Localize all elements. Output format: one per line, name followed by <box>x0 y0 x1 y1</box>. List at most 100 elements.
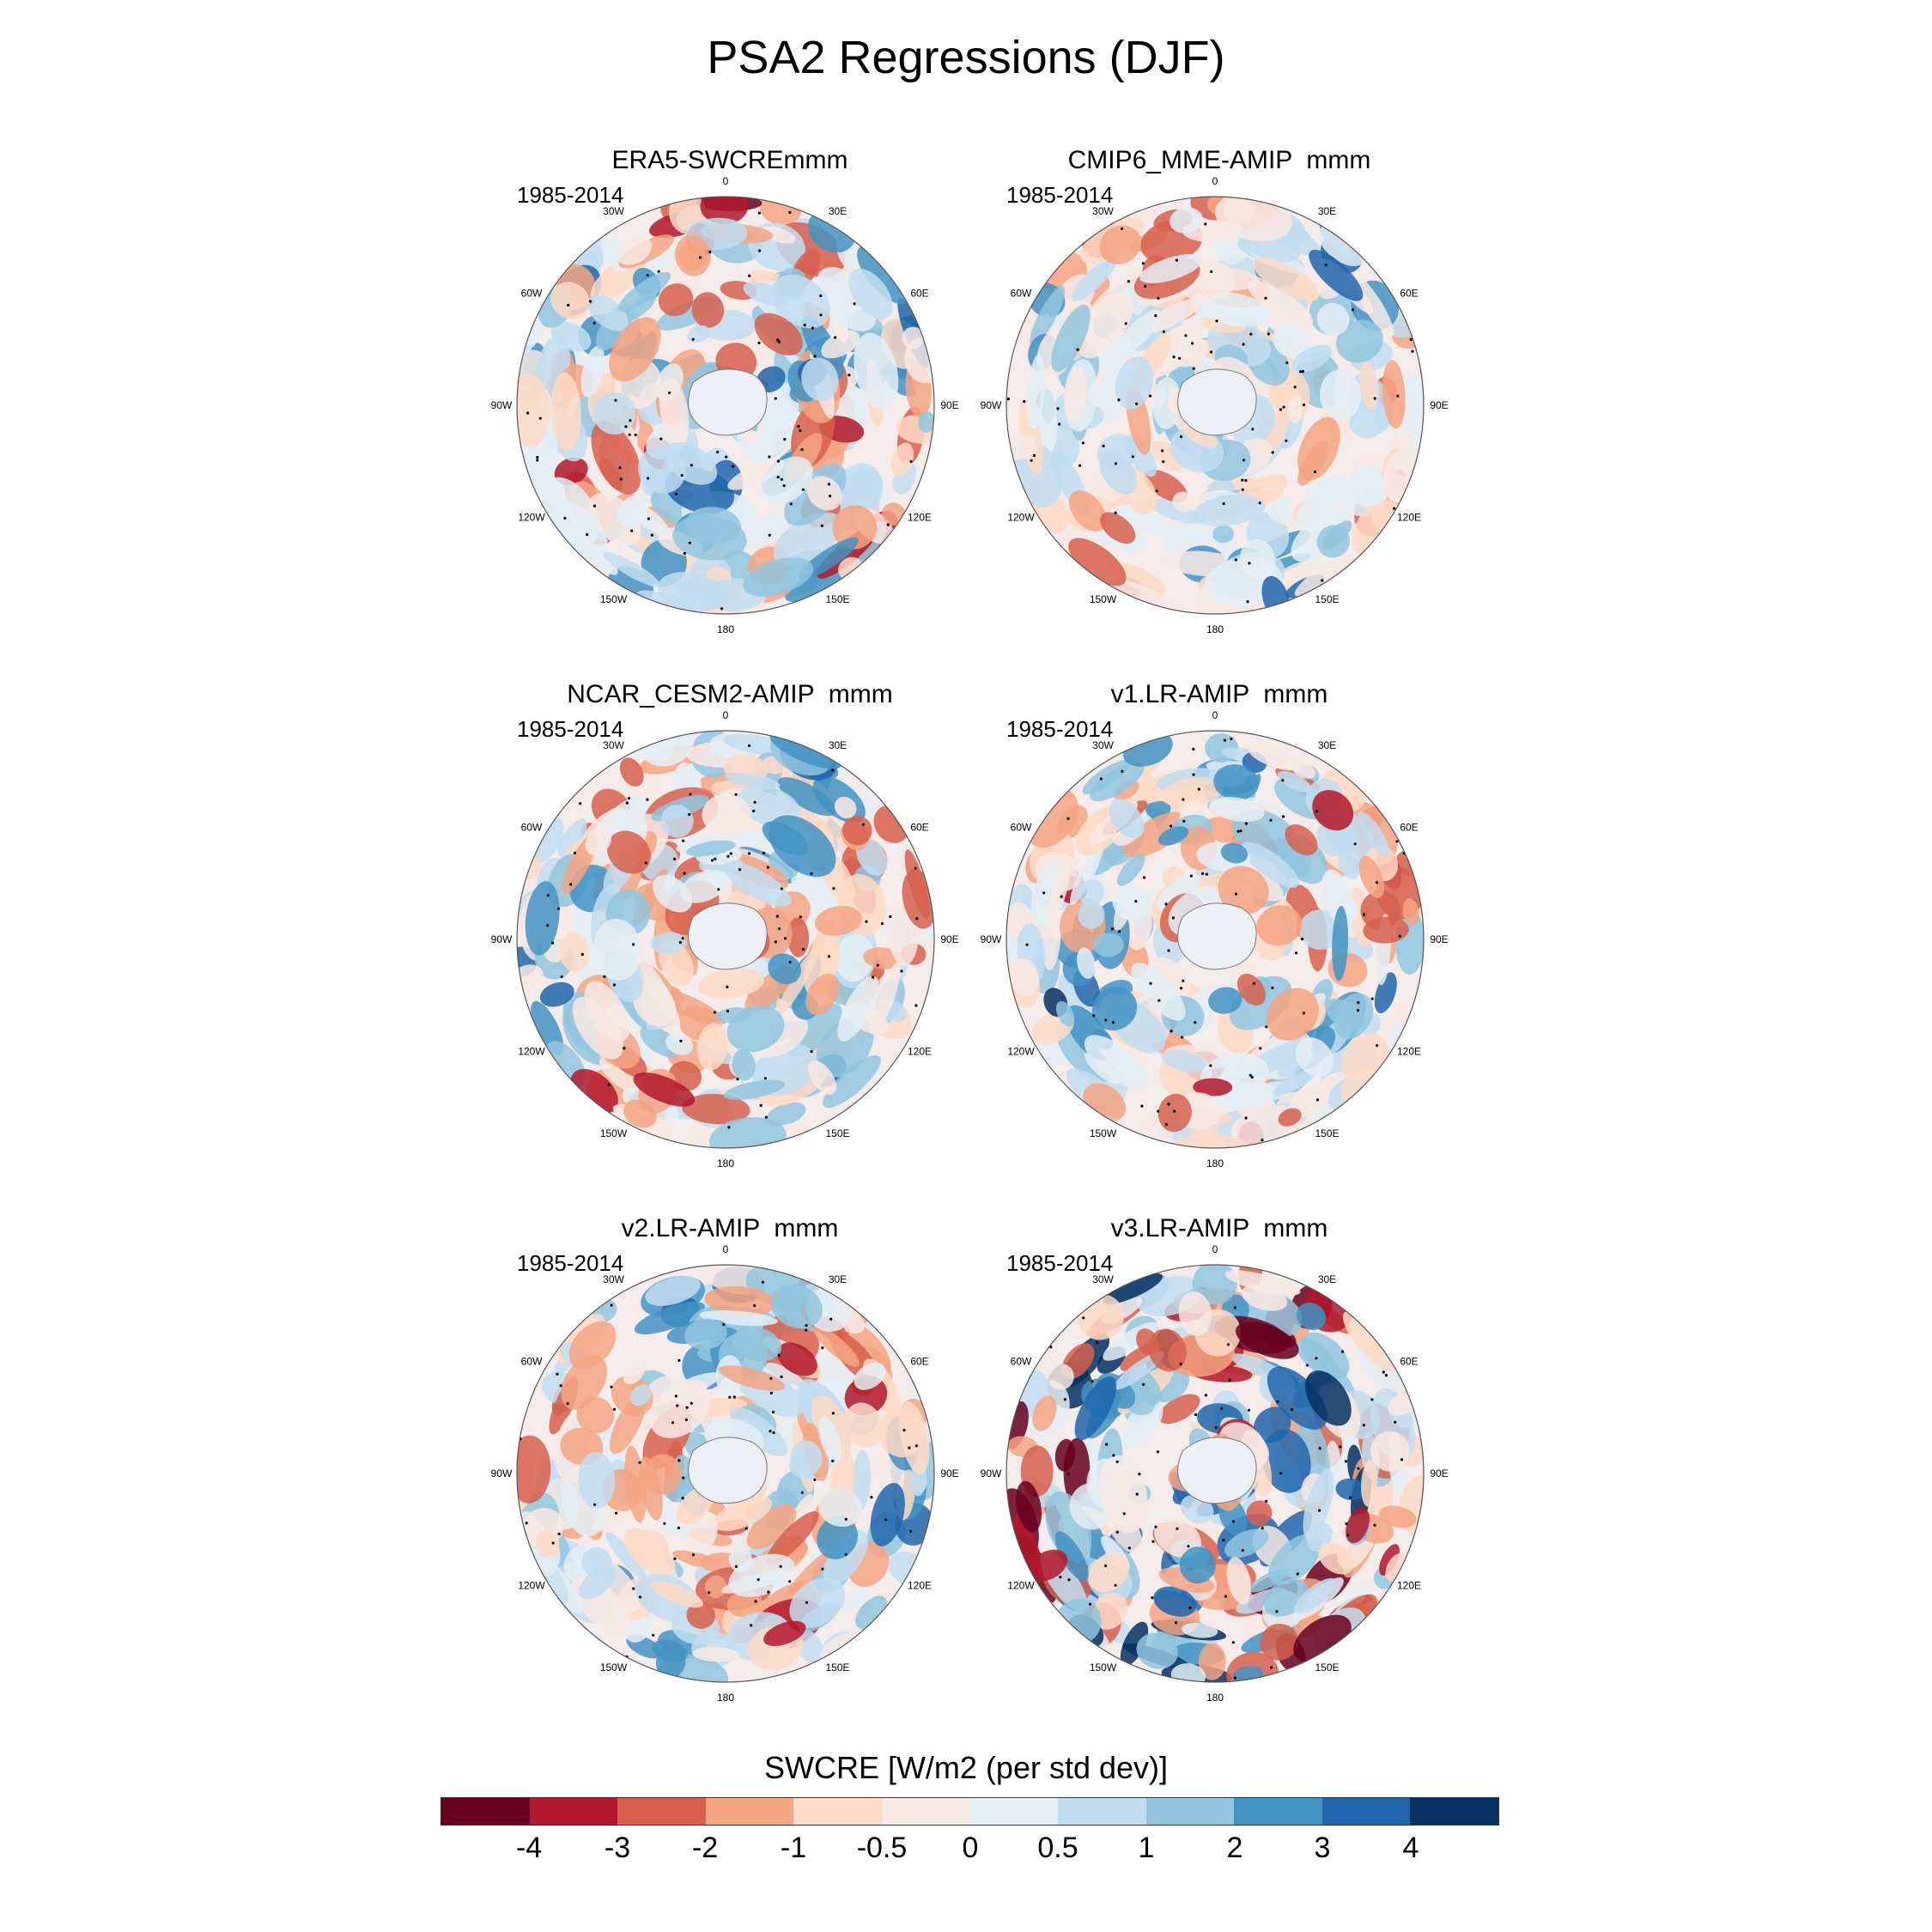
longitude-label: 120E <box>908 1580 932 1592</box>
polar-map: 0 30E 60E 90E 120E 150E 180 150W 120W 90W 60W 30W <box>981 709 1449 1170</box>
figure-title: PSA2 Regressions (DJF) <box>707 32 1225 83</box>
longitude-label: 120W <box>1007 512 1035 524</box>
colorbar-segment <box>1410 1798 1498 1825</box>
longitude-label: 30E <box>1318 205 1336 217</box>
antarctica-outline <box>688 902 768 970</box>
longitude-label: 90E <box>940 1467 958 1479</box>
longitude-label: 180 <box>1206 623 1224 635</box>
polar-map: 0 30E 60E 90E 120E 150E 180 150W 120W 90W 60W 30W <box>981 1243 1449 1704</box>
longitude-label: 90W <box>491 399 513 411</box>
longitude-label: 120W <box>518 1046 545 1058</box>
panel-period: 1985-2014 <box>517 182 624 208</box>
longitude-label: 180 <box>1206 1157 1224 1170</box>
longitude-label: 0 <box>1212 175 1218 187</box>
longitude-label: 30E <box>829 739 847 751</box>
colorbar-segment <box>1058 1798 1146 1825</box>
field-shading <box>517 1265 934 1682</box>
colorbar-tick-label: -4 <box>515 1832 543 1864</box>
colorbar-segment <box>1145 1798 1235 1825</box>
longitude-label: 90E <box>1430 399 1448 411</box>
field-shading <box>1006 1265 1424 1682</box>
panel-period: 1985-2014 <box>1006 716 1114 742</box>
colorbar-tick-label: 0.5 <box>1037 1832 1078 1864</box>
longitude-label: 30W <box>1092 739 1114 751</box>
map-boundary <box>1005 1264 1425 1683</box>
longitude-label: 60W <box>1011 288 1032 300</box>
panel-title: v2.LR-AMIP mmm <box>621 1214 839 1242</box>
map-panel-v1: v1.LR-AMIP mmm 1985-2014 0 30E 60E 90E 120E 1… <box>953 680 1485 1170</box>
map-panel-v3: v3.LR-AMIP mmm 1985-2014 0 30E 60E 90E 120E 1… <box>953 1214 1485 1704</box>
longitude-label: 150W <box>600 593 628 605</box>
map-boundary <box>516 196 935 615</box>
longitude-label: 0 <box>1212 709 1218 721</box>
colorbar-tick-label: 4 <box>1402 1832 1419 1864</box>
longitude-label: 150W <box>1090 1662 1117 1674</box>
longitude-label: 150E <box>1315 1662 1339 1674</box>
panel-title: NCAR_CESM2-AMIP mmm <box>567 680 893 708</box>
colorbar-title: SWCRE [W/m2 (per std dev)] <box>763 1750 1169 1785</box>
map-panel-era5: ERA5-SWCREmmm 1985-2014 0 30E 60E 90E 120E 15… <box>464 146 996 635</box>
colorbar-segment <box>705 1798 794 1825</box>
map-panel-v2: v2.LR-AMIP mmm 1985-2014 0 30E 60E 90E 120E 1… <box>464 1214 996 1704</box>
colorbar-segment <box>617 1798 706 1825</box>
longitude-label: 120W <box>518 1580 545 1592</box>
longitude-label: 150E <box>825 1662 849 1674</box>
longitude-label: 150W <box>600 1662 628 1674</box>
panel-period: 1985-2014 <box>517 716 624 742</box>
longitude-label: 120W <box>1007 1580 1035 1592</box>
map-boundary <box>516 1264 935 1683</box>
longitude-label: 90W <box>981 933 1002 945</box>
colorbar-tick-label: 1 <box>1138 1832 1155 1864</box>
longitude-label: 60W <box>521 822 543 834</box>
longitude-label: 60E <box>910 822 928 834</box>
colorbar-segment <box>1234 1798 1322 1825</box>
longitude-label: 30E <box>1318 739 1336 751</box>
antarctica-outline <box>688 368 768 436</box>
polar-map: 0 30E 60E 90E 120E 150E 180 150W 120W 90W 60W 30W <box>491 1243 959 1704</box>
longitude-label: 150E <box>825 1127 849 1139</box>
colorbar-tick-label: -1 <box>780 1832 807 1864</box>
longitude-label: 180 <box>717 1157 734 1170</box>
longitude-label: 60W <box>521 288 543 300</box>
colorbar-segment <box>529 1798 618 1825</box>
colorbar-tick-label: -2 <box>691 1832 719 1864</box>
map-boundary <box>1005 730 1425 1149</box>
longitude-label: 30W <box>603 205 624 217</box>
polar-map: 0 30E 60E 90E 120E 150E 180 150W 120W 90W 60W 30W <box>491 709 959 1170</box>
polar-map: 0 30E 60E 90E 120E 150E 180 150W 120W 90W 60W 30W <box>981 175 1449 635</box>
antarctica-outline <box>1177 1437 1257 1504</box>
longitude-label: 30E <box>1318 1273 1336 1285</box>
antarctica-outline <box>688 1437 768 1504</box>
longitude-label: 120E <box>1397 1580 1421 1592</box>
longitude-label: 30W <box>1092 1273 1114 1285</box>
longitude-label: 150E <box>1315 1127 1339 1139</box>
colorbar-segment <box>1321 1798 1411 1825</box>
longitude-label: 120E <box>1397 512 1421 524</box>
longitude-label: 60E <box>910 288 928 300</box>
panel-title: CMIP6_MME-AMIP mmm <box>1067 146 1371 174</box>
longitude-label: 90W <box>981 399 1002 411</box>
map-boundary <box>1005 196 1425 615</box>
colorbar-segment <box>441 1798 530 1825</box>
panel-period: 1985-2014 <box>1006 1250 1114 1276</box>
longitude-label: 90W <box>491 1467 513 1479</box>
longitude-label: 150E <box>1315 593 1339 605</box>
field-shading <box>1006 197 1424 614</box>
longitude-label: 120E <box>1397 1046 1421 1058</box>
longitude-label: 90E <box>1430 933 1448 945</box>
longitude-label: 150E <box>825 593 849 605</box>
colorbar-tick-label: 0 <box>962 1832 979 1864</box>
longitude-label: 120E <box>908 512 932 524</box>
map-panel-cmip6: CMIP6_MME-AMIP mmm 1985-2014 0 30E 60E 90E 1… <box>953 146 1485 635</box>
longitude-label: 150W <box>600 1127 628 1139</box>
longitude-label: 30E <box>829 1273 847 1285</box>
longitude-label: 0 <box>723 709 729 721</box>
panel-period: 1985-2014 <box>1006 182 1114 208</box>
longitude-label: 120W <box>1007 1046 1035 1058</box>
longitude-label: 30W <box>603 739 624 751</box>
panel-title: v3.LR-AMIP mmm <box>1110 1214 1328 1242</box>
longitude-label: 60W <box>1011 822 1032 834</box>
longitude-label: 90E <box>1430 1467 1448 1479</box>
longitude-label: 150W <box>1090 1127 1117 1139</box>
longitude-label: 150W <box>1090 593 1117 605</box>
